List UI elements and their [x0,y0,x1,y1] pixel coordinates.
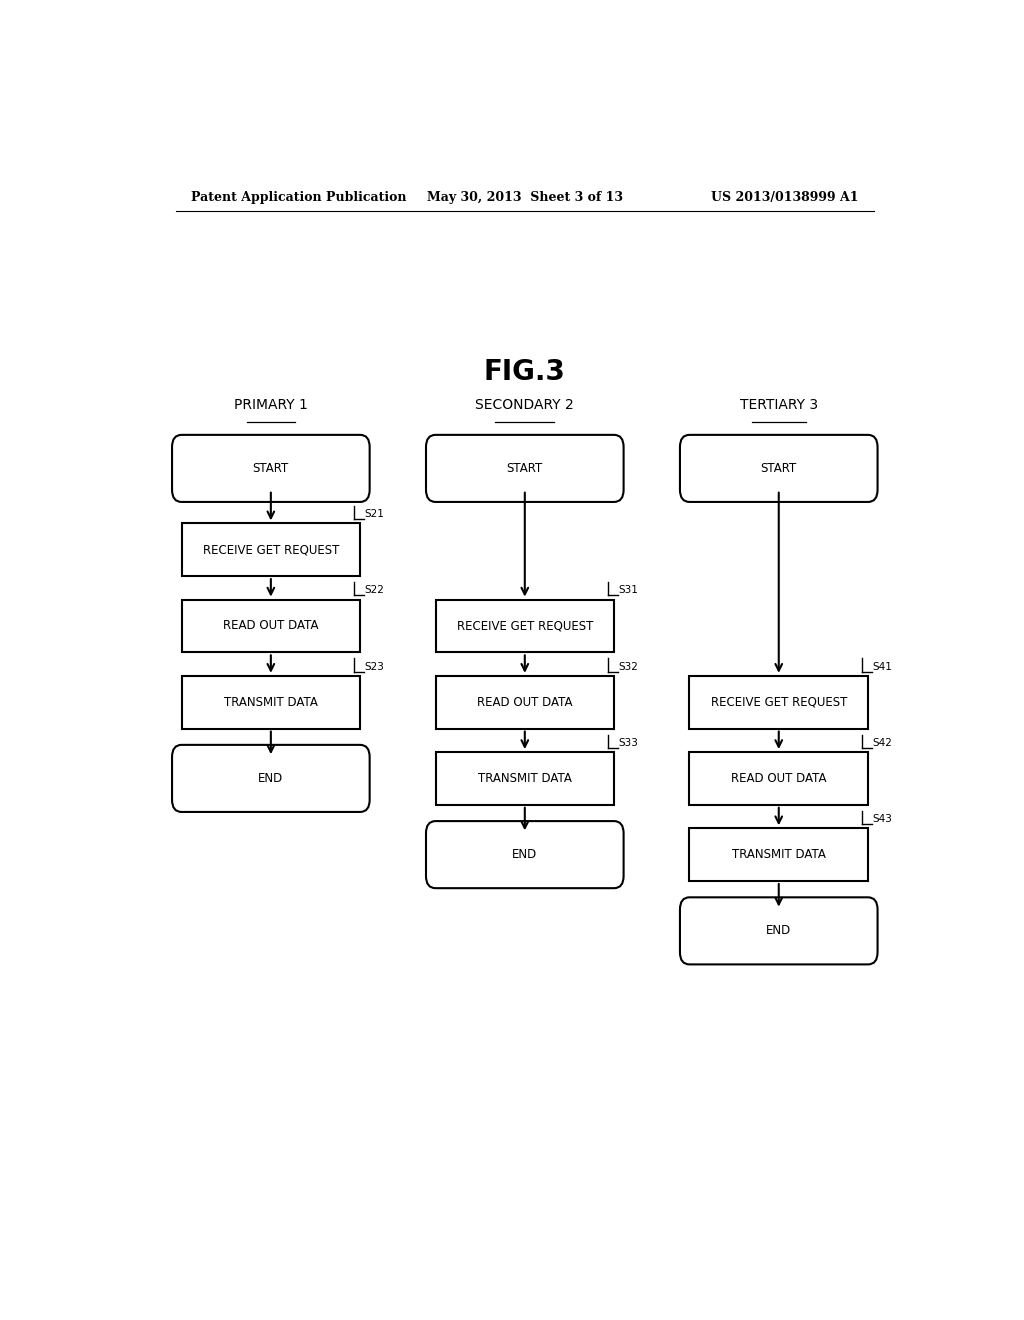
Text: US 2013/0138999 A1: US 2013/0138999 A1 [711,190,858,203]
Text: END: END [512,849,538,861]
Text: START: START [253,462,289,475]
FancyBboxPatch shape [680,898,878,965]
Bar [689,676,868,729]
Text: TERTIARY 3: TERTIARY 3 [739,399,818,412]
Bar [435,676,614,729]
Bar [435,599,614,652]
Text: FIG.3: FIG.3 [484,358,565,385]
Text: PRIMARY 1: PRIMARY 1 [233,399,308,412]
Bar [435,752,614,805]
Text: S22: S22 [365,586,384,595]
Text: S32: S32 [618,661,638,672]
Text: TRANSMIT DATA: TRANSMIT DATA [478,772,571,785]
FancyBboxPatch shape [426,434,624,502]
Text: TRANSMIT DATA: TRANSMIT DATA [732,849,825,861]
Text: RECEIVE GET REQUEST: RECEIVE GET REQUEST [711,696,847,709]
Bar [689,828,868,880]
Text: S21: S21 [365,510,384,519]
Text: May 30, 2013  Sheet 3 of 13: May 30, 2013 Sheet 3 of 13 [427,190,623,203]
Bar [181,523,360,576]
Text: READ OUT DATA: READ OUT DATA [477,696,572,709]
Bar [181,676,360,729]
Bar [689,752,868,805]
Text: READ OUT DATA: READ OUT DATA [223,619,318,632]
Text: S42: S42 [872,738,892,748]
Text: RECEIVE GET REQUEST: RECEIVE GET REQUEST [457,619,593,632]
Text: END: END [766,924,792,937]
Text: TRANSMIT DATA: TRANSMIT DATA [224,696,317,709]
Text: START: START [507,462,543,475]
Text: S41: S41 [872,661,892,672]
Text: SECONDARY 2: SECONDARY 2 [475,399,574,412]
Text: S31: S31 [618,586,638,595]
Text: Patent Application Publication: Patent Application Publication [191,190,407,203]
Text: START: START [761,462,797,475]
Text: RECEIVE GET REQUEST: RECEIVE GET REQUEST [203,544,339,556]
Text: READ OUT DATA: READ OUT DATA [731,772,826,785]
FancyBboxPatch shape [680,434,878,502]
Bar [181,599,360,652]
Text: S33: S33 [618,738,638,748]
FancyBboxPatch shape [172,744,370,812]
FancyBboxPatch shape [426,821,624,888]
Text: S23: S23 [365,661,384,672]
Text: S43: S43 [872,814,892,824]
Text: END: END [258,772,284,785]
FancyBboxPatch shape [172,434,370,502]
